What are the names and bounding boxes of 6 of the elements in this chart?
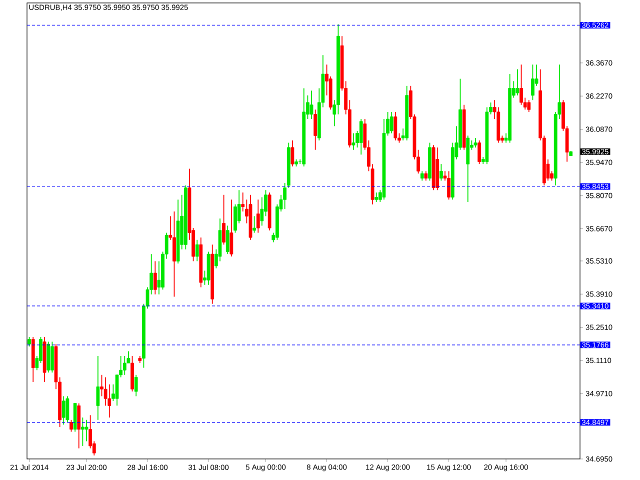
candlestick xyxy=(84,419,88,442)
candlestick xyxy=(130,355,134,392)
candlestick xyxy=(474,138,478,148)
candlestick xyxy=(28,336,31,347)
candlestick xyxy=(172,210,176,298)
candlestick xyxy=(520,64,523,106)
